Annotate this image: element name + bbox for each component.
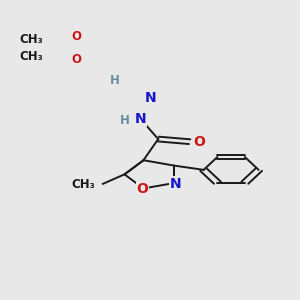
Text: H: H <box>120 114 130 127</box>
Text: O: O <box>71 52 81 65</box>
Text: CH₃: CH₃ <box>71 178 95 191</box>
Text: H: H <box>110 74 120 87</box>
Text: CH₃: CH₃ <box>19 33 43 46</box>
Text: O: O <box>194 135 206 149</box>
Text: CH₃: CH₃ <box>19 50 43 63</box>
Text: N: N <box>145 91 156 105</box>
Text: O: O <box>71 30 81 43</box>
Text: O: O <box>136 182 148 196</box>
Text: N: N <box>169 177 181 190</box>
Text: N: N <box>135 112 146 126</box>
